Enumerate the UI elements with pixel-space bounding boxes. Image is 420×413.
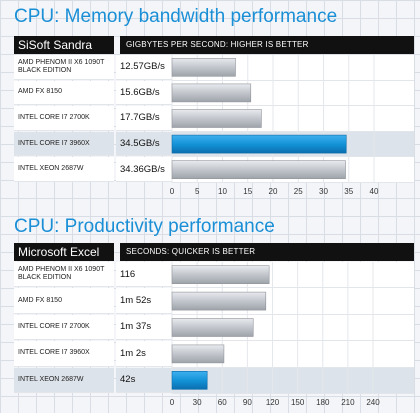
value-label: 34.36GB/s (116, 157, 172, 182)
x-tick-label: 35 (344, 187, 354, 196)
bar-row: INTEL CORE I7 2700K 1m 37s (14, 314, 414, 342)
x-tick-label: 90 (242, 398, 252, 407)
x-tick-label: 150 (290, 398, 305, 407)
category-label: INTEL XEON 2687W (14, 367, 114, 393)
x-tick-label: 240 (366, 398, 380, 407)
bars-layer (171, 262, 374, 394)
chart-header: Microsoft Excel SECONDS: QUICKER IS BETT… (14, 243, 414, 261)
x-axis: 0 5 10 15 20 25 30 35 40 (169, 187, 402, 199)
category-label: INTEL CORE I7 2700K (14, 106, 114, 131)
value-label: 17.7GB/s (116, 106, 172, 131)
bar (171, 160, 346, 179)
category-label: INTEL CORE I7 3960X (14, 131, 114, 157)
bar (171, 291, 267, 311)
chart-title: CPU: Memory bandwidth performance (14, 6, 338, 27)
x-tick-label: 25 (293, 187, 303, 196)
bar (171, 134, 347, 154)
x-tick-label: 0 (169, 398, 175, 407)
category-label: INTEL XEON 2687W (14, 157, 114, 182)
x-tick-label: 180 (316, 398, 330, 407)
x-tick-label: 0 (169, 187, 175, 196)
x-tick-label: 30 (319, 187, 328, 196)
chart-header: SiSoft Sandra GIGBYTES PER SECOND: HIGHE… (14, 36, 414, 54)
rows: AMD PHENOM II X6 1090T BLACK EDITION 12.5… (14, 55, 414, 183)
bar (171, 371, 208, 390)
bar (171, 344, 225, 364)
x-axis: 0 30 60 90 120 150 180 210 240 (169, 398, 400, 410)
category-label: AMD PHENOM II X6 1090T BLACK EDITION (14, 55, 114, 80)
x-tick-label: 40 (369, 187, 379, 196)
category-label: INTEL CORE I7 2700K (14, 314, 114, 341)
category-label: AMD PHENOM II X6 1090T BLACK EDITION (14, 262, 114, 288)
value-label: 34.5GB/s (116, 131, 172, 157)
axis-caption: GIGBYTES PER SECOND: HIGHER IS BETTER (120, 36, 414, 54)
bar (171, 83, 252, 103)
bar (171, 318, 254, 337)
value-label: 1m 37s (116, 314, 172, 341)
bar (171, 265, 270, 284)
plot-cell (172, 367, 414, 394)
x-tick-label: 120 (265, 398, 280, 407)
value-label: 1m 52s (116, 288, 172, 314)
axis-caption: SECONDS: QUICKER IS BETTER (120, 243, 414, 261)
category-label: INTEL CORE I7 3960X (14, 341, 114, 367)
x-tick-label: 5 (195, 187, 200, 196)
x-tick-label: 20 (268, 187, 278, 196)
category-label: AMD FX 8150 (14, 288, 114, 314)
benchmark-name: Microsoft Excel (14, 243, 114, 261)
rows: AMD PHENOM II X6 1090T BLACK EDITION 116 A… (14, 262, 414, 394)
chart-title: CPU: Productivity performance (14, 216, 275, 237)
x-tick-label: 210 (341, 398, 355, 407)
x-tick-label: 30 (192, 398, 202, 407)
category-label: AMD FX 8150 (14, 80, 114, 106)
bars-layer (171, 55, 375, 183)
bar (171, 57, 236, 77)
value-label: 42s (116, 367, 172, 393)
value-label: 12.57GB/s (116, 55, 172, 80)
x-tick-label: 10 (218, 187, 227, 196)
value-label: 1m 2s (116, 341, 172, 367)
bar-row: INTEL XEON 2687W 42s (14, 367, 414, 394)
value-label: 116 (116, 262, 172, 288)
x-tick-label: 60 (217, 398, 227, 407)
value-label: 15.6GB/s (116, 80, 172, 106)
bar (171, 109, 262, 128)
x-tick-label: 15 (243, 187, 253, 196)
benchmark-name: SiSoft Sandra (14, 36, 114, 54)
